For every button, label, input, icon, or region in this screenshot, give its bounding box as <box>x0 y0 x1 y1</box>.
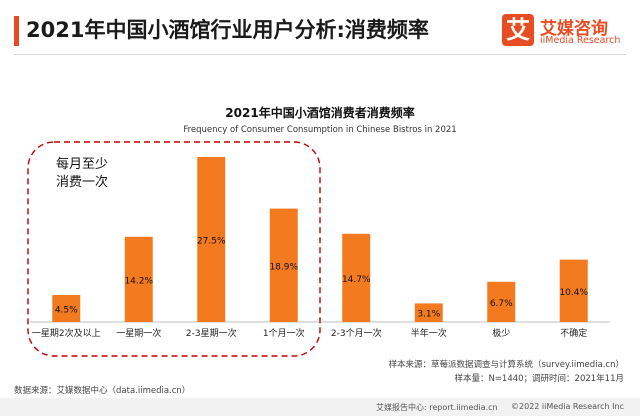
x-tick-label-2: 2-3星期一次 <box>186 327 237 339</box>
data-label-0: 4.5% <box>55 306 78 316</box>
data-label-3: 18.9% <box>269 262 298 272</box>
iimedia-logo: 艾 艾媒咨询 iiMedia Research <box>502 14 626 48</box>
x-tick-label-7: 不确定 <box>560 327 587 339</box>
sample-source: 样本来源：草莓派数据调查与计算系统（survey.iimedia.cn） <box>388 360 624 370</box>
bar-3 <box>269 208 298 322</box>
data-source: 数据来源：艾媒数据中心（data.iimedia.cn） <box>14 386 191 396</box>
x-tick-label-0: 一星期2次及以上 <box>32 327 101 339</box>
copyright: ©2022 iiMedia Research Inc <box>511 402 624 411</box>
chart-title: 2021年中国小酒馆消费者消费频率 <box>225 106 415 120</box>
bar-7 <box>559 259 588 322</box>
page-title: 2021年中国小酒馆行业用户分析:消费频率 <box>26 18 429 42</box>
bar-6 <box>487 281 516 322</box>
bar-0 <box>52 295 81 322</box>
logo-name-cn: 艾媒咨询 <box>540 19 608 39</box>
chart-subtitle: Frequency of Consumer Consumption in Chi… <box>183 125 457 135</box>
x-tick-label-5: 半年一次 <box>411 327 447 339</box>
data-label-7: 10.4% <box>559 288 588 298</box>
annotation-line-1: 每月至少 <box>56 157 109 172</box>
bar-1 <box>124 236 153 322</box>
highlight-annotation: 每月至少 消费一次 <box>56 156 108 192</box>
bar-4 <box>342 233 371 322</box>
header-accent-bar <box>14 16 19 46</box>
logo-name-en: iiMedia Research <box>540 35 621 46</box>
data-label-1: 14.2% <box>124 276 153 286</box>
annotation-line-2: 消费一次 <box>56 175 109 190</box>
bar-2 <box>197 157 226 322</box>
x-tick-label-3: 1个月一次 <box>263 327 305 339</box>
footer-band <box>0 398 640 416</box>
data-label-6: 6.7% <box>490 299 513 309</box>
report-center-link[interactable]: 艾媒报告中心: report.iimedia.cn <box>376 403 498 412</box>
bar-5 <box>414 303 443 322</box>
logo-mark: 艾 <box>502 14 534 46</box>
x-tick-label-6: 极少 <box>492 327 510 339</box>
x-tick-label-4: 2-3个月一次 <box>331 327 382 339</box>
x-tick-label-1: 一星期一次 <box>116 327 161 339</box>
header-divider <box>14 54 626 55</box>
sample-size: 样本量：N=1440；调研时间：2021年11月 <box>454 374 624 384</box>
data-label-4: 14.7% <box>342 275 371 285</box>
data-label-2: 27.5% <box>197 237 226 247</box>
data-label-5: 3.1% <box>417 310 440 320</box>
highlight-dashed-box <box>27 141 321 357</box>
